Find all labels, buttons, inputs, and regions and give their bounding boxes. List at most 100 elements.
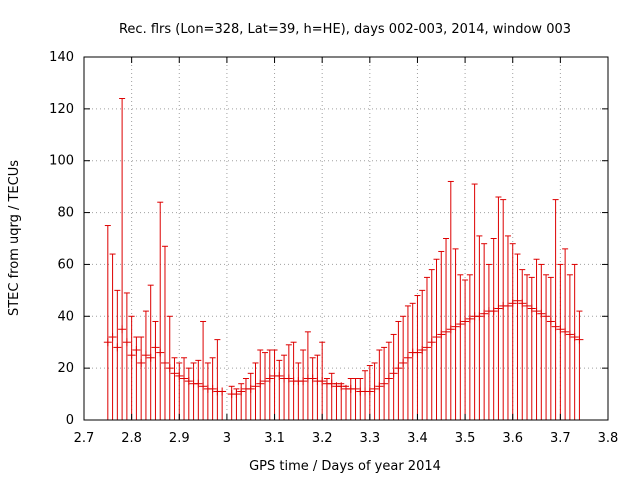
y-tick-label: 20: [57, 361, 74, 376]
data-point: [489, 238, 498, 420]
data-point: [380, 346, 389, 420]
data-point: [146, 284, 155, 420]
data-point: [442, 238, 451, 420]
y-tick-label: 60: [57, 257, 74, 272]
data-point: [351, 378, 360, 420]
data-point: [194, 359, 203, 420]
data-point: [127, 315, 136, 420]
data-point: [160, 245, 169, 420]
data-point: [523, 274, 532, 420]
data-point: [513, 253, 522, 420]
x-axis-label: GPS time / Days of year 2014: [249, 459, 441, 474]
data-point: [151, 320, 160, 420]
data-point: [537, 263, 546, 420]
data-point: [332, 382, 341, 420]
data-point: [494, 196, 503, 420]
data-point: [470, 183, 479, 420]
x-axis-ticks: 2.7 2.8 2.9 3 3.1 3.2 3.3 3.4 3.5 3.6 3.7 3.8: [74, 57, 619, 446]
data-point: [327, 372, 336, 420]
data-point: [275, 359, 284, 420]
data-point: [394, 320, 403, 420]
x-tick-label: 2.9: [169, 431, 190, 446]
data-point: [451, 248, 460, 420]
data-point: [294, 362, 303, 420]
data-point: [508, 243, 517, 420]
data-point: [184, 367, 193, 420]
grid: [84, 57, 608, 420]
data-point: [475, 235, 484, 420]
data-point: [251, 362, 260, 420]
data-point: [461, 279, 470, 420]
data-point: [303, 331, 312, 420]
data-point: [165, 315, 174, 420]
data-point: [218, 387, 227, 420]
data-point: [170, 357, 179, 420]
y-tick-label: 80: [57, 206, 74, 221]
x-tick-label: 2.8: [121, 431, 142, 446]
data-point: [308, 357, 317, 420]
chart-title: Rec. flrs (Lon=328, Lat=39, h=HE), days …: [119, 22, 571, 37]
data-point: [480, 243, 489, 420]
data-point: [227, 385, 236, 420]
x-tick-label: 3.7: [550, 431, 571, 446]
data-point: [270, 349, 279, 420]
data-point: [141, 310, 150, 420]
y-tick-label: 140: [49, 50, 74, 65]
x-tick-label: 3.8: [598, 431, 619, 446]
data-point: [265, 349, 274, 420]
data-point: [546, 276, 555, 420]
data-point: [399, 315, 408, 420]
data-point: [346, 378, 355, 420]
data-point: [232, 388, 241, 420]
data-point: [103, 225, 112, 420]
data-point: [261, 352, 270, 420]
data-point: [408, 302, 417, 420]
data-point: [180, 357, 189, 420]
data-point: [113, 289, 122, 420]
data-point: [437, 250, 446, 420]
data-point: [556, 263, 565, 420]
data-point: [280, 354, 289, 420]
data-point: [413, 295, 422, 420]
y-tick-label: 40: [57, 309, 74, 324]
x-tick-label: 3.2: [312, 431, 333, 446]
data-point: [542, 274, 551, 420]
data-point: [503, 235, 512, 420]
data-point: [356, 378, 365, 420]
data-point: [199, 320, 208, 420]
data-point: [318, 341, 327, 420]
data-point: [532, 258, 541, 420]
y-tick-label: 100: [49, 154, 74, 169]
data-point: [322, 378, 331, 420]
x-tick-label: 3.1: [264, 431, 285, 446]
data-point: [241, 378, 250, 420]
data-point: [175, 362, 184, 420]
data-point: [137, 336, 146, 420]
data-point: [203, 362, 212, 420]
data-point: [561, 248, 570, 420]
y-tick-label: 0: [66, 413, 74, 428]
data-point: [432, 258, 441, 420]
data-point: [422, 276, 431, 420]
data-point: [465, 274, 474, 420]
data-point: [570, 263, 579, 420]
data-point: [246, 372, 255, 420]
data-point: [208, 357, 217, 420]
data-point: [337, 382, 346, 420]
data-point: [456, 274, 465, 420]
data-point: [256, 349, 265, 420]
data-point: [527, 276, 536, 420]
data-point: [427, 269, 436, 420]
data-point: [389, 333, 398, 420]
data-point: [370, 362, 379, 420]
y-axis-ticks: 0 20 40 60 80 100 120 140: [49, 50, 608, 428]
data-point: [551, 199, 560, 420]
x-tick-label: 3.3: [359, 431, 380, 446]
x-tick-label: 2.7: [74, 431, 95, 446]
data-point: [518, 269, 527, 420]
data-point: [132, 336, 141, 420]
data-point: [484, 263, 493, 420]
data-point: [108, 253, 117, 420]
data-point: [156, 201, 165, 420]
data-point: [342, 384, 350, 420]
